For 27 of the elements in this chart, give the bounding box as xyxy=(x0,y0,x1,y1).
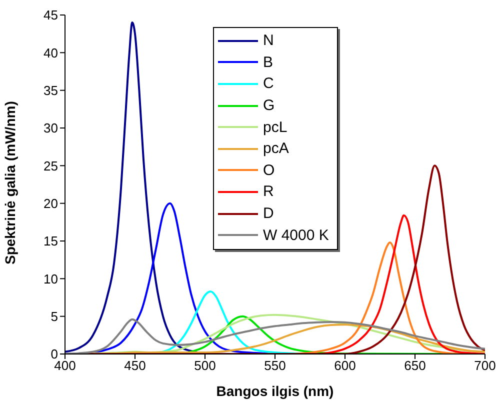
y-tick-label: 25 xyxy=(44,158,58,174)
x-tick-label: 450 xyxy=(124,358,146,374)
legend-label: C xyxy=(263,75,274,92)
y-tick-label: 20 xyxy=(44,196,58,211)
x-axis-title: Bangos ilgis (nm) xyxy=(216,383,334,399)
legend-label: B xyxy=(263,54,274,71)
x-tick-label: 550 xyxy=(264,358,286,374)
x-tick-label: 700 xyxy=(474,358,496,374)
x-tick-label: 500 xyxy=(194,358,216,374)
y-axis-title: Spektrinė galia (mW/nm) xyxy=(2,101,18,264)
legend-label: N xyxy=(263,32,274,50)
y-tick-label: 10 xyxy=(44,271,58,286)
legend-label: R xyxy=(263,183,274,200)
y-tick-label: 30 xyxy=(44,120,58,136)
legend-label: pcA xyxy=(263,140,289,158)
x-tick-label: 600 xyxy=(334,358,356,374)
y-tick-label: 15 xyxy=(44,234,58,249)
legend-label: G xyxy=(263,97,275,114)
y-tick-label: 45 xyxy=(44,8,58,23)
y-tick-label: 35 xyxy=(44,82,58,98)
legend-label: O xyxy=(263,162,275,179)
x-tick-label: 650 xyxy=(404,358,426,374)
y-tick-label: 5 xyxy=(50,308,58,324)
legend-label: W 4000 K xyxy=(263,226,329,244)
y-tick-label: 40 xyxy=(44,45,58,60)
legend-label: D xyxy=(263,205,274,222)
legend-label: pcL xyxy=(263,118,288,136)
